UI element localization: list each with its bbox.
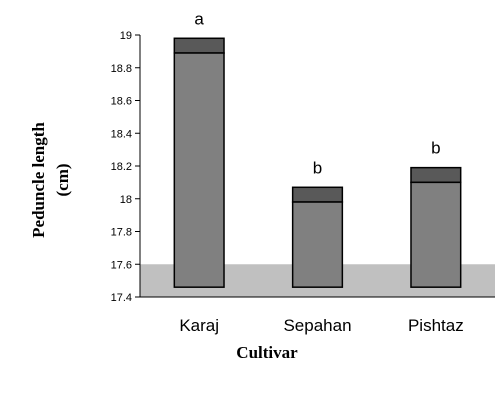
x-axis-title: Cultivar [236, 343, 298, 362]
x-category-label: Pishtaz [408, 316, 464, 335]
y-tick-label: 18 [120, 194, 132, 206]
y-axis-title-line-2: (cm) [53, 163, 72, 196]
bar-karaj [173, 52, 225, 288]
y-tick-label: 17.8 [111, 227, 132, 239]
significance-letter: b [431, 139, 440, 158]
bars [173, 37, 462, 288]
bar-sepahan [291, 201, 344, 288]
x-category-label: Sepahan [283, 316, 351, 335]
y-tick-label: 17.4 [111, 292, 132, 304]
error-cap-sepahan [291, 186, 344, 203]
y-tick-label: 18.6 [111, 96, 132, 108]
y-axis-title-line-1: Peduncle length [29, 122, 48, 238]
x-axis-categories: Karaj Sepahan Pishtaz [179, 316, 463, 335]
y-tick-label: 18.4 [111, 128, 132, 140]
significance-letters: a b b [194, 9, 440, 177]
error-cap-pishtaz [410, 166, 462, 184]
significance-letter: a [194, 9, 204, 28]
significance-letter: b [313, 158, 322, 177]
y-axis-ticks: 17.4 17.6 17.8 18 18.2 18.4 18.6 18.8 19 [111, 30, 140, 304]
y-axis-title: Peduncle length (cm) [29, 122, 72, 238]
x-category-label: Karaj [179, 316, 219, 335]
y-tick-label: 18.8 [111, 63, 132, 75]
error-cap-karaj [173, 37, 225, 54]
y-tick-label: 19 [120, 30, 132, 42]
y-tick-label: 18.2 [111, 161, 132, 173]
y-tick-label: 17.6 [111, 259, 132, 271]
bar-pishtaz [410, 181, 462, 288]
